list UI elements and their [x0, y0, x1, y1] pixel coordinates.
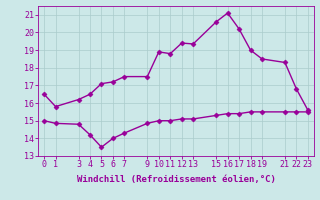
X-axis label: Windchill (Refroidissement éolien,°C): Windchill (Refroidissement éolien,°C): [76, 175, 276, 184]
